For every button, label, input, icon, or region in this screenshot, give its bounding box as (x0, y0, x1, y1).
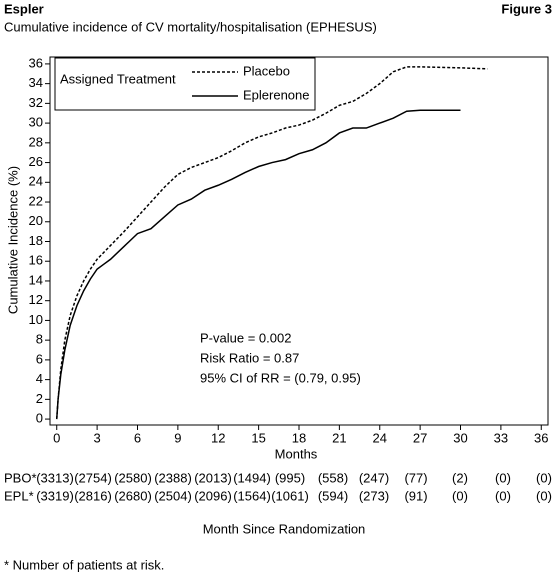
x-tick-label: 33 (494, 430, 508, 445)
legend-title: Assigned Treatment (60, 71, 176, 86)
risk-count: (2816) (74, 488, 112, 503)
y-tick-label: 32 (29, 95, 43, 110)
y-tick-label: 28 (29, 134, 43, 149)
footnote: * Number of patients at risk. (4, 557, 164, 572)
risk-count: (2754) (74, 470, 112, 485)
legend-label: Placebo (243, 63, 290, 78)
legend-box (54, 57, 316, 111)
risk-count: (2096) (194, 488, 232, 503)
risk-count: (2) (452, 470, 468, 485)
x-tick-label: 24 (373, 430, 387, 445)
y-tick-label: 14 (29, 272, 43, 287)
x-tick-label: 27 (413, 430, 427, 445)
x-axis-label: Months (275, 446, 318, 461)
y-tick-label: 24 (29, 174, 43, 189)
series-line (55, 109, 461, 420)
risk-count: (0) (495, 470, 511, 485)
x-tick-label: 15 (251, 430, 265, 445)
y-tick-label: 30 (29, 115, 43, 130)
risk-count: (247) (359, 470, 389, 485)
x-tick-label: 30 (453, 430, 467, 445)
risk-count: (0) (495, 488, 511, 503)
risk-table-title: Month Since Randomization (203, 521, 366, 536)
x-tick-label: 3 (93, 430, 100, 445)
risk-count: (1494) (233, 470, 271, 485)
x-tick-label: 9 (174, 430, 181, 445)
risk-count: (2388) (154, 470, 192, 485)
x-tick-label: 21 (332, 430, 346, 445)
annotation: Risk Ratio = 0.87 (200, 350, 299, 365)
risk-count: (2680) (114, 488, 152, 503)
y-tick-label: 22 (29, 193, 43, 208)
risk-count: (0) (536, 470, 552, 485)
x-tick-label: 36 (534, 430, 548, 445)
x-tick-label: 18 (292, 430, 306, 445)
y-tick-label: 26 (29, 154, 43, 169)
series-line (55, 66, 488, 420)
risk-count: (0) (536, 488, 552, 503)
y-tick-label: 20 (29, 213, 43, 228)
y-tick-label: 16 (29, 253, 43, 268)
y-axis-label: Cumulative Incidence (%) (5, 166, 20, 314)
risk-count: (995) (275, 470, 305, 485)
risk-row-label: EPL* (4, 488, 34, 503)
risk-count: (0) (452, 488, 468, 503)
risk-count: (273) (359, 488, 389, 503)
y-tick-label: 10 (29, 312, 43, 327)
risk-count: (91) (404, 488, 427, 503)
risk-count: (2580) (114, 470, 152, 485)
x-tick-label: 6 (134, 430, 141, 445)
header-right: Figure 3 (501, 1, 552, 16)
risk-row-label: PBO* (4, 470, 37, 485)
annotation: 95% CI of RR = (0.79, 0.95) (200, 370, 361, 385)
y-tick-label: 12 (29, 292, 43, 307)
y-tick-label: 0 (36, 411, 43, 426)
x-tick-label: 0 (53, 430, 60, 445)
header-left: Espler (4, 1, 44, 16)
y-tick-label: 4 (36, 371, 43, 386)
chart-title: Cumulative incidence of CV mortality/hos… (4, 19, 377, 34)
risk-count: (594) (318, 488, 348, 503)
annotation: P-value = 0.002 (200, 330, 291, 345)
x-tick-label: 12 (211, 430, 225, 445)
risk-count: (1564) (233, 488, 271, 503)
risk-count: (3319) (36, 488, 74, 503)
y-tick-label: 36 (29, 55, 43, 70)
risk-count: (2504) (154, 488, 192, 503)
risk-count: (1061) (271, 488, 309, 503)
risk-count: (558) (318, 470, 348, 485)
legend-label: Eplerenone (243, 87, 310, 102)
y-tick-label: 2 (36, 391, 43, 406)
y-tick-label: 6 (36, 351, 43, 366)
y-tick-label: 34 (29, 75, 43, 90)
y-tick-label: 18 (29, 233, 43, 248)
risk-count: (2013) (194, 470, 232, 485)
y-tick-label: 8 (36, 332, 43, 347)
risk-count: (3313) (36, 470, 74, 485)
risk-count: (77) (404, 470, 427, 485)
